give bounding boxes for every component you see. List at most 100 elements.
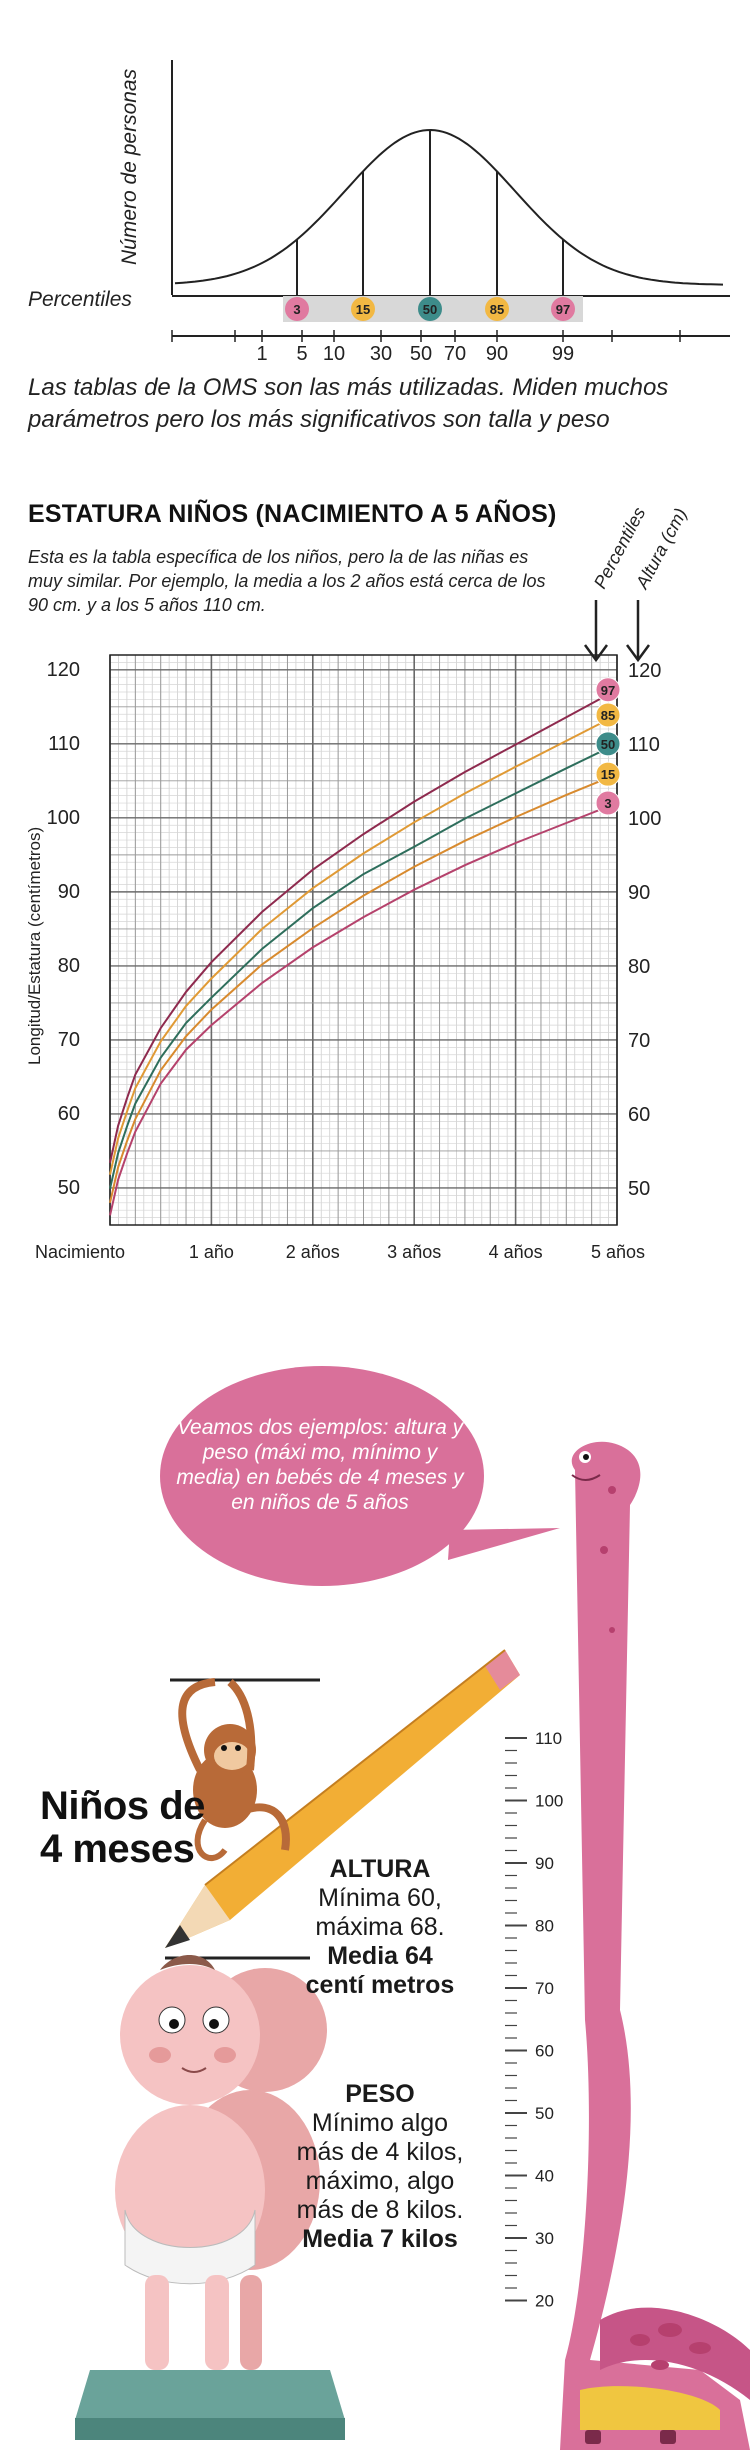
y-right-tick-labels: 50 60 70 80 90 100 110 120 [628,660,661,1200]
bell-axis-ticks: 1 5 10 30 50 70 90 99 [171,330,681,360]
growth-section-title: ESTATURA NIÑOS (NACIMIENTO A 5 AÑOS) [28,500,557,528]
bell-tick-label: 99 [552,343,574,360]
bell-tick-label: 5 [296,343,307,360]
x-tick-labels: Nacimiento 1 año 2 años 3 años 4 años 5 años [35,1242,645,1262]
peso-media: Media 7 kilos [302,2225,458,2253]
x-tick: 3 años [387,1242,441,1262]
series-badge-label: 97 [601,683,615,698]
bell-tick-label: 50 [410,343,432,360]
series-badge-p3: 3 [595,790,621,816]
ruler-label: 60 [535,2042,554,2061]
series-line-p15 [109,773,618,1204]
down-arrow-icon [583,600,609,663]
bell-badge-3: 3 [285,297,309,321]
altura-text: Mínima 60, máxima 68. [315,1884,445,1941]
y-left-tick-labels: 50 60 70 80 90 100 110 120 [47,659,80,1199]
bell-tick-label: 90 [486,343,508,360]
bell-percentile-lines [296,130,564,296]
bell-badge-label: 15 [356,302,370,317]
bell-percentile-badges: 3 15 50 85 97 [285,297,575,321]
y-left-tick: 50 [58,1177,80,1199]
y-right-tick: 120 [628,660,661,682]
altura-media: Media 64 centí metros [305,1942,455,1999]
ruler-label: 40 [535,2167,554,2186]
series-line-p85 [109,714,618,1175]
bell-curve [174,128,724,286]
pencil-icon [165,1649,520,1948]
bell-y-axis-label: Número de personas [118,68,141,265]
series-end-badges: 3 15 50 85 97 [595,677,621,816]
y-left-tick: 60 [58,1103,80,1125]
x-tick: Nacimiento [35,1242,125,1262]
y-left-tick: 80 [58,955,80,977]
altura-label: ALTURA [329,1855,431,1883]
series-line-p50 [109,742,618,1189]
series-line-p97 [109,688,618,1164]
y-right-tick: 70 [628,1030,650,1052]
bell-tick-label: 30 [370,343,392,360]
ruler-label: 30 [535,2229,554,2248]
series-badge-p15: 15 [595,761,621,787]
chart-caption: Las tablas de la OMS son las más utiliza… [28,374,669,433]
series-badge-p50: 50 [595,731,621,757]
y-left-tick: 120 [47,659,80,681]
x-tick: 5 años [591,1242,645,1262]
dinosaur-illustration [560,1441,750,2450]
series-badge-p85: 85 [595,702,621,728]
speech-bubble [160,1366,560,1586]
bell-badge-label: 97 [556,302,570,317]
bell-percentiles-label: Percentiles [28,288,132,311]
series-badge-p97: 97 [595,677,621,703]
bell-badge-50: 50 [418,297,442,321]
growth-section-description: Esta es la tabla específica de los niños… [28,547,546,615]
y-right-tick: 80 [628,956,650,978]
x-tick: 4 años [489,1242,543,1262]
bell-tick-label: 70 [444,343,466,360]
bell-badge-15: 15 [351,297,375,321]
y-right-tick: 60 [628,1104,650,1126]
percentile-bell-chart: Número de personas Percentiles 3 15 50 85 97… [28,60,730,360]
speech-bubble-text: Veamos dos ejemplos: altura y peso (máxi… [176,1416,464,1514]
y-axis-label: Longitud/Estatura (centímetros) [25,827,44,1065]
ruler-label: 20 [535,2292,554,2311]
ninos-title: Niños de 4 meses [40,1784,205,1871]
y-right-tick: 90 [628,882,650,904]
series-badge-label: 85 [601,708,615,723]
ruler-label: 100 [535,1792,563,1811]
bell-badge-label: 50 [423,302,437,317]
x-tick: 1 año [189,1242,234,1262]
bell-badge-85: 85 [485,297,509,321]
chart-major-grid [109,655,618,1225]
series-line-p3 [109,802,618,1216]
ruler-label: 50 [535,2104,554,2123]
y-left-tick: 110 [48,733,80,755]
bell-badge-97: 97 [551,297,575,321]
ruler-label: 90 [535,1854,554,1873]
altura-info: ALTURA Mínima 60, máxima 68. Media 64 ce… [295,1855,465,2000]
series-badge-label: 15 [601,767,615,782]
down-arrow-icon [625,600,651,663]
plot-frame [109,654,618,1226]
bell-tick-label: 10 [323,343,345,360]
scale-illustration [75,2370,345,2440]
ruler-label: 80 [535,1917,554,1936]
growth-chart: 3 15 50 85 97 50 60 70 80 90 100 110 120 50 60 70 80 90… [25,504,691,1262]
ruler-label: 110 [535,1729,562,1748]
bell-tick-label: 1 [256,343,267,360]
percentile-series [109,688,618,1216]
peso-info: PESO Mínimo algo más de 4 kilos, máximo,… [295,2080,465,2254]
bell-badge-label: 3 [293,302,300,317]
height-ruler: 110 100 90 80 70 60 50 40 30 20 [505,1729,563,2311]
y-right-tick: 50 [628,1178,650,1200]
peso-label: PESO [345,2080,415,2108]
series-badge-label: 3 [604,796,611,811]
x-tick: 2 años [286,1242,340,1262]
series-badge-label: 50 [601,737,615,752]
illustration-area: 110 100 90 80 70 60 50 40 30 20 [75,1366,750,2450]
bell-badge-label: 85 [490,302,504,317]
monkey-illustration [178,1678,290,1861]
ruler-label: 70 [535,1979,554,1998]
y-left-tick: 90 [58,881,80,903]
y-left-tick: 70 [58,1029,80,1051]
y-right-tick: 110 [628,734,660,756]
